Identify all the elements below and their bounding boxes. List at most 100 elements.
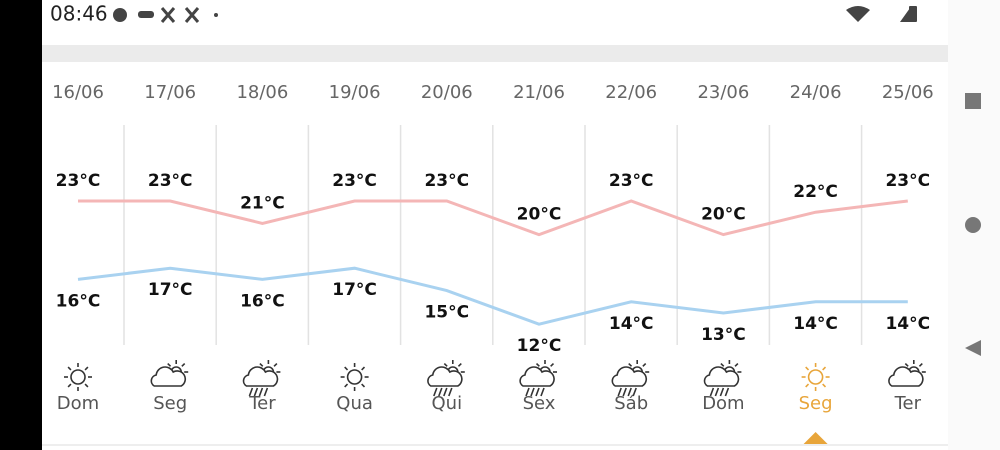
cloud xyxy=(427,366,463,387)
date-label: 23/06 xyxy=(697,82,749,103)
date-label: 16/06 xyxy=(52,82,104,103)
ray xyxy=(535,362,540,367)
ray xyxy=(734,362,739,367)
temperature-label: 23°C xyxy=(609,171,654,191)
weather-icon xyxy=(427,360,465,397)
temperature-label: 13°C xyxy=(701,325,746,345)
home-button[interactable] xyxy=(965,217,981,233)
temperature-label: 23°C xyxy=(885,171,930,191)
temperature-label: 14°C xyxy=(793,314,838,334)
cloud xyxy=(703,366,740,387)
temperature-label: 14°C xyxy=(609,314,654,334)
temperature-line xyxy=(78,199,908,237)
ray xyxy=(167,362,172,367)
date-label: 18/06 xyxy=(236,82,288,103)
ray xyxy=(67,366,72,371)
weather-icon xyxy=(242,360,281,397)
day-label: Dom xyxy=(702,393,744,414)
rain xyxy=(617,387,622,397)
selected-indicator xyxy=(803,432,828,444)
day-label: Qui xyxy=(432,393,463,414)
cloud xyxy=(611,366,648,387)
status-icons xyxy=(113,6,917,23)
ray xyxy=(344,383,349,388)
day-label: Sex xyxy=(523,393,556,414)
left-edge xyxy=(0,0,42,450)
rain xyxy=(622,387,627,397)
ray xyxy=(361,366,366,371)
cloud xyxy=(242,366,279,387)
temperature-label: 23°C xyxy=(148,171,193,191)
date-label: 20/06 xyxy=(421,82,473,103)
temperature-label: 21°C xyxy=(240,193,285,213)
status-time: 08:46 xyxy=(50,2,108,26)
temperature-label: 20°C xyxy=(517,205,562,225)
temperature-label: 23°C xyxy=(56,171,101,191)
date-label: 21/06 xyxy=(513,82,565,103)
date-label: 19/06 xyxy=(329,82,381,103)
rain xyxy=(530,387,535,397)
sun xyxy=(70,369,86,385)
back-button[interactable] xyxy=(965,340,981,356)
temperature-label: 14°C xyxy=(885,314,930,334)
weather-icon xyxy=(150,360,189,387)
sun xyxy=(346,369,363,385)
weather-icon xyxy=(611,360,650,397)
day-label: Seg xyxy=(799,393,833,414)
weather-icon xyxy=(340,363,369,391)
temperature-label: 16°C xyxy=(56,291,101,311)
rain xyxy=(724,387,730,397)
rain xyxy=(258,387,264,397)
ray xyxy=(822,366,827,371)
day-label: Qua xyxy=(336,393,373,414)
ray xyxy=(259,362,264,367)
date-label: 17/06 xyxy=(144,82,196,103)
ray xyxy=(628,362,633,367)
rain xyxy=(632,387,637,397)
weather-icon xyxy=(703,360,742,397)
ray xyxy=(181,362,186,367)
weather-icon xyxy=(64,363,92,391)
temperature-label: 23°C xyxy=(332,171,377,191)
ray xyxy=(443,362,448,367)
rain xyxy=(248,387,254,397)
rain xyxy=(709,387,715,397)
rain xyxy=(433,387,438,397)
temperature-label: 15°C xyxy=(424,303,469,323)
cloud xyxy=(888,366,924,387)
recents-button[interactable] xyxy=(965,93,981,109)
date-label: 24/06 xyxy=(790,82,842,103)
ray xyxy=(918,362,923,367)
temperature-label: 20°C xyxy=(701,205,746,225)
ray xyxy=(84,383,89,388)
temperature-line xyxy=(77,266,908,326)
ray xyxy=(805,383,810,388)
rain xyxy=(448,387,453,397)
ray xyxy=(361,383,366,388)
ray xyxy=(904,362,909,367)
temperature-label: 12°C xyxy=(517,336,562,356)
day-label: Ter xyxy=(894,393,922,414)
ray xyxy=(822,383,827,388)
rain xyxy=(263,387,269,397)
day-label: Sáb xyxy=(614,393,648,414)
rain xyxy=(525,387,530,397)
ray xyxy=(805,366,810,371)
weather-icon xyxy=(519,360,557,397)
rain xyxy=(719,387,725,397)
day-label: Dom xyxy=(57,393,99,414)
ray xyxy=(457,362,462,367)
rain xyxy=(253,387,259,397)
ray xyxy=(550,362,555,367)
ray xyxy=(344,366,349,371)
weather-icon xyxy=(888,360,926,387)
rain xyxy=(438,387,443,397)
day-label: Seg xyxy=(153,393,187,414)
rain xyxy=(627,387,632,397)
ray xyxy=(642,362,647,367)
ray xyxy=(720,362,725,367)
date-label: 25/06 xyxy=(882,82,934,103)
weather-icon xyxy=(801,363,830,391)
